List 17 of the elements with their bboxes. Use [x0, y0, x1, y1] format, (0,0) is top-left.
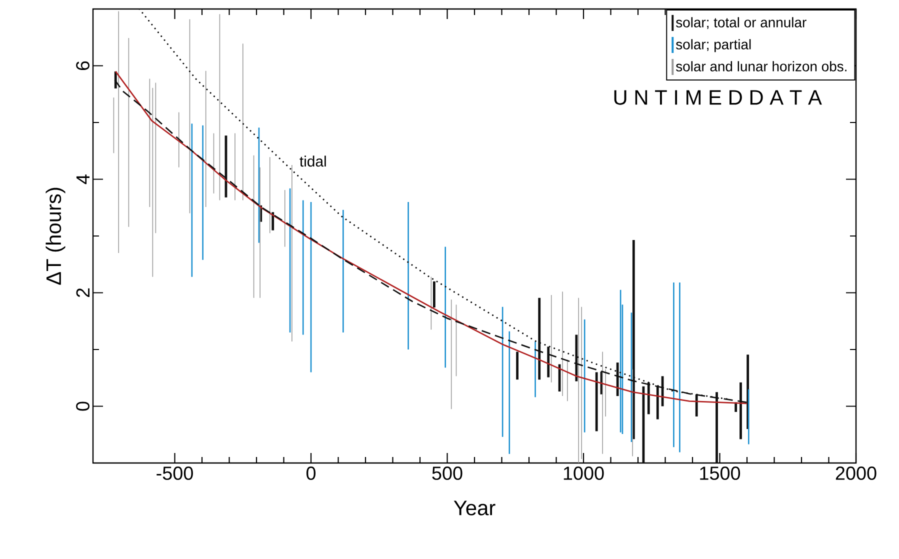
y-tick-label: 4 [76, 174, 90, 184]
x-tick-label: 1500 [700, 466, 740, 480]
x-tick-label: 500 [432, 466, 462, 480]
x-axis-title: Year [454, 500, 496, 516]
annotation: U N T I M E D D A T A [614, 90, 822, 105]
y-axis-title: ΔT (hours) [46, 188, 66, 285]
y-tick-label: 6 [76, 61, 90, 70]
y-tick-label: 0 [76, 402, 90, 411]
legend-label: solar and lunar horizon obs. [676, 61, 846, 72]
legend-label: solar; total or annular [676, 17, 806, 30]
legend-label: solar; partial [676, 39, 751, 52]
x-tick-label: -500 [156, 466, 193, 480]
series-label: tidal [300, 156, 326, 167]
x-tick-label: 0 [306, 466, 316, 480]
x-tick-label: 2000 [836, 466, 876, 480]
x-tick-label: 1000 [564, 466, 604, 480]
y-tick-label: 2 [76, 288, 90, 298]
